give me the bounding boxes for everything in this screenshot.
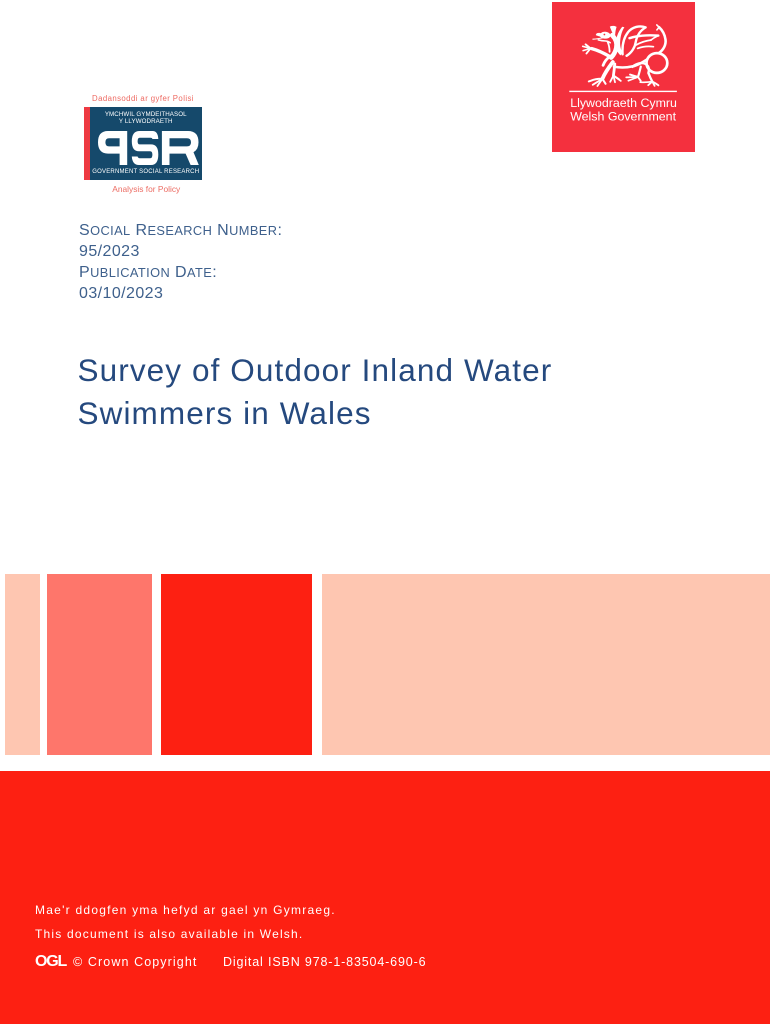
svg-text:Welsh Government: Welsh Government <box>570 109 676 123</box>
svg-text:Llywodraeth Cymru: Llywodraeth Cymru <box>570 96 677 110</box>
